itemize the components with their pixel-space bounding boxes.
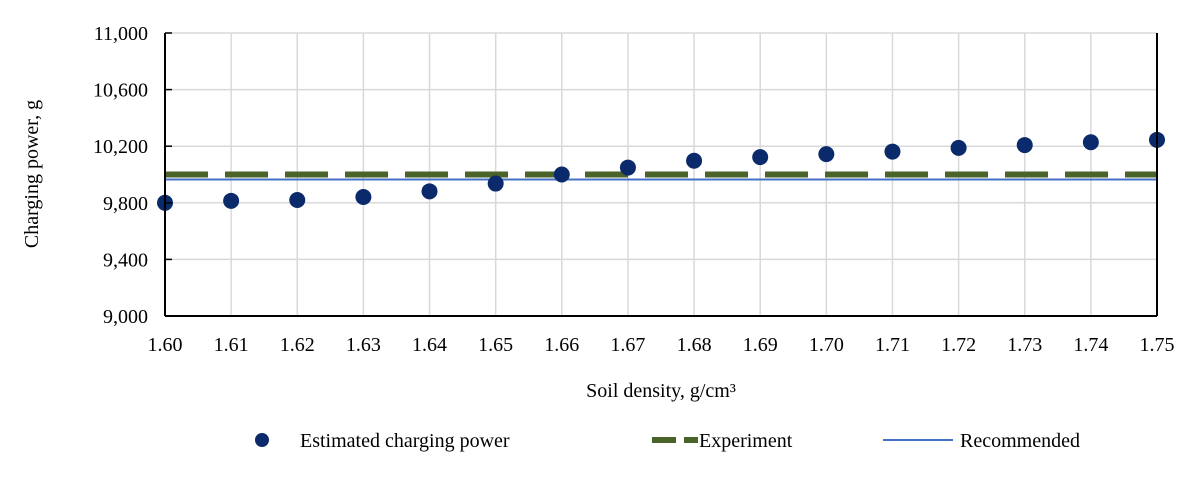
- x-axis-label: Soil density, g/cm³: [586, 380, 736, 402]
- legend-label-recommended: Recommended: [960, 430, 1080, 452]
- x-tick-label: 1.73: [1007, 334, 1042, 356]
- y-axis-label: Charging power, g: [21, 100, 43, 248]
- data-point: [289, 191, 306, 208]
- data-point: [686, 152, 703, 169]
- x-tick-label: 1.61: [214, 334, 249, 356]
- x-tick-label: 1.75: [1140, 334, 1175, 356]
- y-tick-label: 11,000: [94, 23, 148, 45]
- x-tick-label: 1.68: [677, 334, 712, 356]
- x-tick-label: 1.66: [544, 334, 579, 356]
- data-point: [884, 143, 901, 160]
- x-tick-label: 1.65: [478, 334, 513, 356]
- legend-label-experiment: Experiment: [699, 430, 793, 452]
- data-point: [487, 175, 504, 192]
- x-tick-label: 1.74: [1073, 334, 1108, 356]
- y-tick-label: 9,000: [103, 306, 148, 328]
- x-tick-label: 1.62: [280, 334, 315, 356]
- legend: Estimated charging power Experiment Reco…: [255, 430, 1080, 452]
- x-tick-label: 1.72: [941, 334, 976, 356]
- legend-marker-estimated: [255, 433, 269, 447]
- data-point: [619, 159, 636, 176]
- data-point: [1016, 137, 1033, 154]
- data-point: [1082, 134, 1099, 151]
- data-point: [355, 188, 372, 205]
- legend-label-estimated: Estimated charging power: [300, 430, 510, 452]
- x-tick-label: 1.69: [743, 334, 778, 356]
- x-tick-label: 1.64: [412, 334, 447, 356]
- data-point: [223, 192, 240, 209]
- data-point: [421, 183, 438, 200]
- x-tick-label: 1.70: [809, 334, 844, 356]
- x-tick-label: 1.63: [346, 334, 381, 356]
- y-tick-label: 10,600: [93, 80, 148, 102]
- data-point: [950, 139, 967, 156]
- x-tick-label: 1.71: [875, 334, 910, 356]
- y-tick-label: 10,200: [93, 136, 148, 158]
- x-tick-label: 1.67: [610, 334, 645, 356]
- x-tick-label: 1.60: [148, 334, 183, 356]
- y-tick-label: 9,800: [103, 193, 148, 215]
- data-point: [553, 166, 570, 183]
- data-point: [818, 146, 835, 163]
- data-point: [752, 149, 769, 166]
- y-tick-label: 9,400: [103, 249, 148, 271]
